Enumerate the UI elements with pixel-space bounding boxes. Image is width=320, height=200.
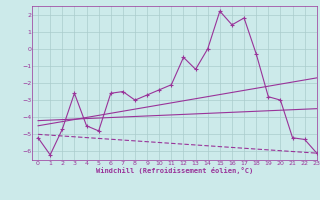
X-axis label: Windchill (Refroidissement éolien,°C): Windchill (Refroidissement éolien,°C) <box>96 167 253 174</box>
